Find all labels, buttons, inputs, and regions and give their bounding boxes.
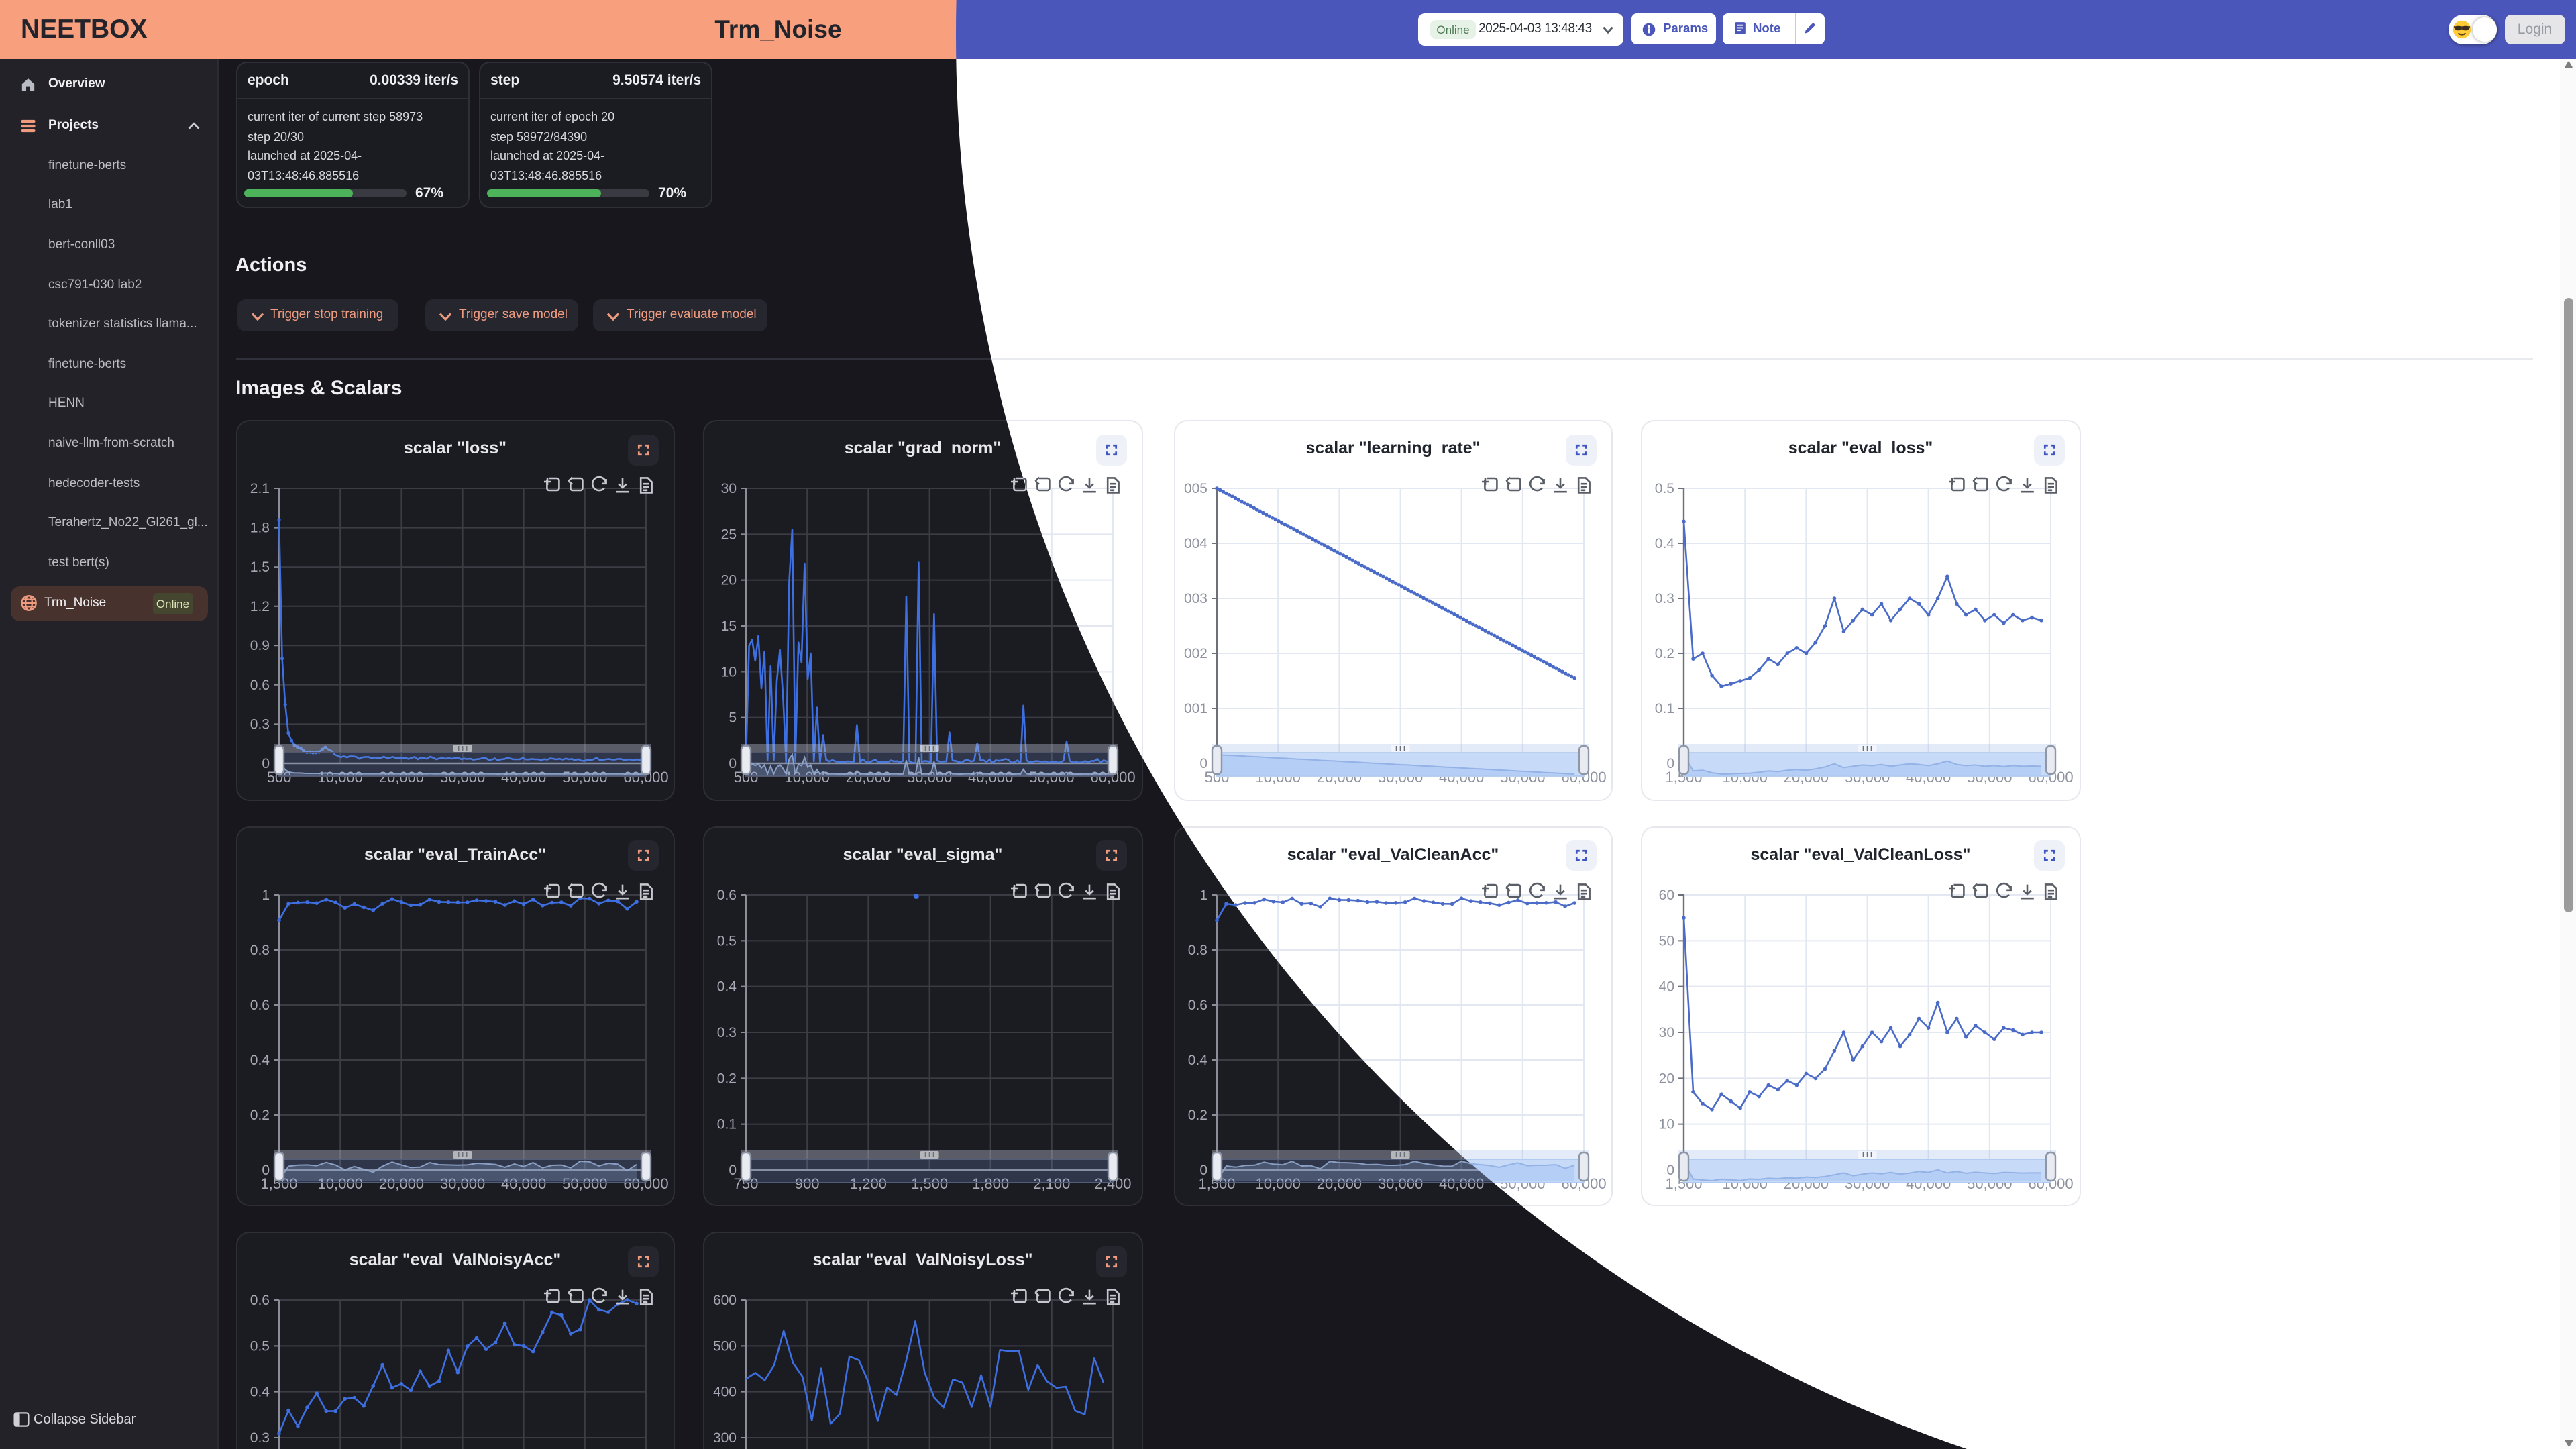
svg-text:0.5: 0.5 <box>1655 481 1674 496</box>
svg-text:1.5: 1.5 <box>250 559 269 575</box>
svg-text:0.4: 0.4 <box>250 1385 270 1400</box>
svg-text:10,000: 10,000 <box>317 1175 362 1191</box>
svg-text:30: 30 <box>721 481 737 496</box>
svg-text:1: 1 <box>261 887 269 902</box>
svg-text:0.3: 0.3 <box>717 1024 737 1040</box>
svg-text:0: 0 <box>261 756 269 771</box>
svg-text:25: 25 <box>721 527 737 542</box>
svg-text:004: 004 <box>1183 536 1207 551</box>
svg-text:2.1: 2.1 <box>250 481 269 496</box>
svg-text:0.3: 0.3 <box>1655 591 1674 606</box>
svg-text:15: 15 <box>721 619 737 634</box>
svg-text:40,000: 40,000 <box>500 769 545 786</box>
svg-text:0.4: 0.4 <box>250 1052 270 1067</box>
svg-text:2,100: 2,100 <box>1033 1175 1070 1191</box>
svg-text:20: 20 <box>721 573 737 588</box>
svg-text:001: 001 <box>1183 701 1207 716</box>
svg-text:1,500: 1,500 <box>911 1175 948 1191</box>
svg-text:0.3: 0.3 <box>250 1430 269 1446</box>
svg-text:10,000: 10,000 <box>317 769 362 786</box>
svg-text:40,000: 40,000 <box>968 769 1013 786</box>
svg-text:0.6: 0.6 <box>250 997 269 1012</box>
svg-text:0: 0 <box>729 756 737 771</box>
svg-text:50,000: 50,000 <box>561 1175 606 1191</box>
svg-text:0.6: 0.6 <box>1187 997 1207 1012</box>
svg-text:400: 400 <box>713 1385 737 1400</box>
svg-text:0.6: 0.6 <box>717 887 737 902</box>
svg-text:10,000: 10,000 <box>1255 1175 1300 1191</box>
svg-text:0: 0 <box>1199 1162 1207 1177</box>
svg-text:30,000: 30,000 <box>439 1175 484 1191</box>
svg-text:0.5: 0.5 <box>250 1338 269 1354</box>
svg-text:20,000: 20,000 <box>378 769 423 786</box>
svg-text:900: 900 <box>795 1175 820 1191</box>
svg-text:0.6: 0.6 <box>250 678 269 693</box>
svg-text:0.8: 0.8 <box>1187 942 1207 957</box>
svg-text:0.5: 0.5 <box>717 932 737 948</box>
svg-text:10: 10 <box>1659 1116 1674 1132</box>
svg-text:50: 50 <box>1659 932 1674 948</box>
svg-text:0.8: 0.8 <box>250 942 269 957</box>
svg-text:0.4: 0.4 <box>717 979 737 994</box>
svg-text:0.2: 0.2 <box>1655 646 1674 661</box>
svg-text:30,000: 30,000 <box>439 769 484 786</box>
svg-text:0.3: 0.3 <box>250 716 269 732</box>
svg-text:30,000: 30,000 <box>1377 1175 1422 1191</box>
svg-text:1.2: 1.2 <box>250 599 269 614</box>
svg-text:600: 600 <box>713 1293 737 1308</box>
svg-text:500: 500 <box>713 1338 737 1354</box>
svg-text:0.2: 0.2 <box>717 1070 737 1085</box>
svg-text:50,000: 50,000 <box>561 769 606 786</box>
svg-text:0.2: 0.2 <box>1187 1107 1207 1122</box>
svg-text:5: 5 <box>729 710 737 726</box>
svg-text:1,200: 1,200 <box>850 1175 887 1191</box>
svg-text:20,000: 20,000 <box>1316 1175 1361 1191</box>
svg-text:20: 20 <box>1659 1070 1674 1085</box>
svg-text:0.1: 0.1 <box>1655 701 1674 716</box>
svg-text:005: 005 <box>1183 481 1207 496</box>
svg-text:0.1: 0.1 <box>717 1116 737 1132</box>
svg-text:0.4: 0.4 <box>1187 1052 1208 1067</box>
svg-text:10: 10 <box>721 664 737 680</box>
svg-text:30: 30 <box>1659 1024 1674 1040</box>
svg-text:0.2: 0.2 <box>250 1107 269 1122</box>
svg-text:20,000: 20,000 <box>846 769 891 786</box>
svg-text:40,000: 40,000 <box>500 1175 545 1191</box>
svg-text:0: 0 <box>261 1162 269 1177</box>
svg-text:50,000: 50,000 <box>1029 769 1074 786</box>
svg-text:1: 1 <box>1199 887 1207 902</box>
svg-text:0.4: 0.4 <box>1655 536 1675 551</box>
svg-text:1,800: 1,800 <box>972 1175 1009 1191</box>
svg-text:0: 0 <box>1666 1162 1674 1177</box>
svg-text:300: 300 <box>713 1430 737 1446</box>
svg-text:0: 0 <box>1666 756 1674 771</box>
svg-text:0: 0 <box>729 1162 737 1177</box>
svg-text:40: 40 <box>1659 979 1674 994</box>
svg-text:1.8: 1.8 <box>250 521 269 536</box>
svg-text:40,000: 40,000 <box>1438 1175 1483 1191</box>
svg-text:002: 002 <box>1183 646 1207 661</box>
svg-text:0.9: 0.9 <box>250 638 269 653</box>
svg-text:60: 60 <box>1659 887 1674 902</box>
svg-text:30,000: 30,000 <box>907 769 952 786</box>
svg-text:20,000: 20,000 <box>378 1175 423 1191</box>
svg-text:10,000: 10,000 <box>785 769 830 786</box>
svg-text:003: 003 <box>1183 591 1207 606</box>
svg-text:0.6: 0.6 <box>250 1293 269 1308</box>
svg-text:0: 0 <box>1199 756 1207 771</box>
